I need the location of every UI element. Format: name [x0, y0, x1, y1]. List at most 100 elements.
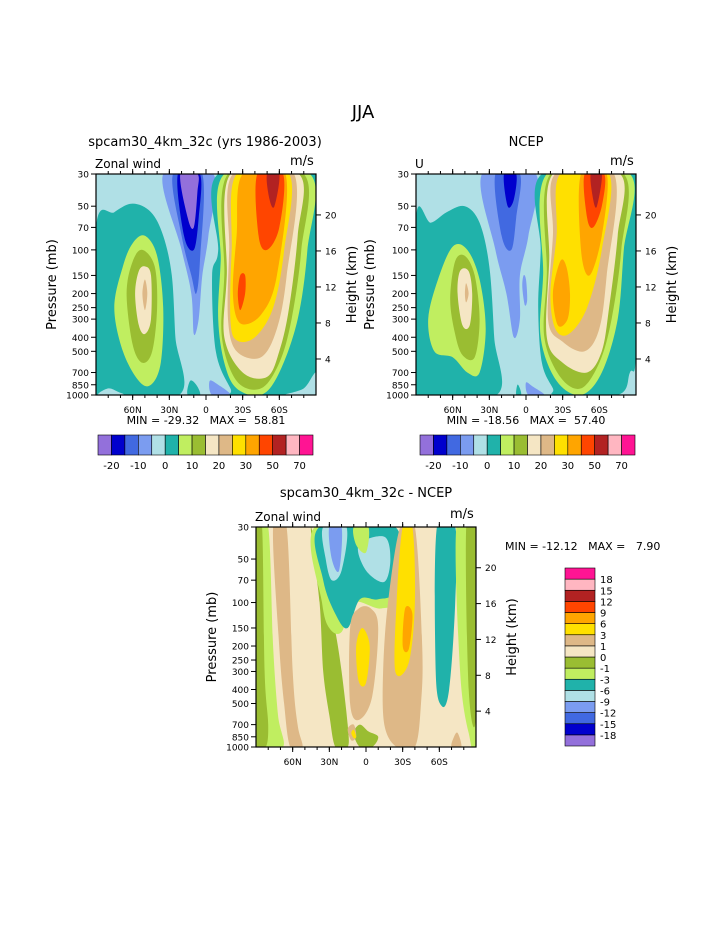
colorbar-box-15	[564, 567, 596, 580]
colorbar-label: -18	[600, 731, 616, 742]
colorbar-box-1	[564, 723, 596, 736]
colorbar-box-14	[564, 578, 596, 591]
contour-region-11	[356, 628, 370, 687]
pressure-tick-label: 700	[232, 721, 249, 731]
colorbar-box-7	[191, 434, 206, 456]
colorbar-label: -20	[103, 461, 119, 472]
pressure-tick-label: 400	[72, 334, 89, 344]
height-tick-label: 8	[645, 319, 651, 329]
colorbar-box-13	[564, 589, 596, 602]
contour-region-21	[451, 732, 462, 747]
pressure-tick-label: 70	[78, 224, 90, 234]
lat-tick-label: 60N	[284, 758, 302, 768]
colorbar-box-10	[564, 623, 596, 636]
colorbar-label: 10	[186, 461, 199, 472]
colorbar-label: -15	[600, 720, 616, 731]
colorbar-label: 6	[600, 620, 606, 631]
colorbar-label: -3	[600, 675, 610, 686]
lat-tick-label: 30N	[480, 406, 498, 416]
colorbar-box-0	[564, 734, 596, 747]
height-tick-label: 12	[645, 283, 656, 293]
pressure-tick-label: 150	[72, 272, 89, 282]
pressure-tick-label: 1000	[226, 744, 249, 754]
colorbar-box-11	[564, 612, 596, 624]
colorbar-label: -12	[600, 709, 616, 720]
height-tick-label: 20	[325, 211, 337, 221]
pressure-tick-label: 50	[398, 203, 410, 213]
height-tick-label: 4	[485, 708, 491, 718]
height-tick-label: 4	[645, 355, 651, 365]
lat-tick-label: 60S	[271, 406, 288, 416]
colorbar-label: -10	[452, 461, 468, 472]
pressure-tick-label: 100	[232, 599, 249, 609]
lat-tick-label: 0	[523, 406, 529, 416]
colorbar-box-15	[621, 434, 636, 456]
colorbar-box-11	[567, 434, 582, 456]
colorbar-label: 0	[484, 461, 490, 472]
height-tick-label: 4	[325, 355, 331, 365]
colorbar-label: 30	[561, 461, 574, 472]
contour-region-20	[237, 273, 246, 311]
colorbar-box-2	[446, 434, 461, 456]
y-axis-title: Pressure (mb)	[45, 239, 60, 330]
pressure-tick-label: 50	[78, 203, 90, 213]
pressure-tick-label: 200	[392, 290, 409, 300]
min-max-stats: MIN = -12.12 MAX = 7.90	[505, 540, 660, 553]
colorbar-label: 20	[535, 461, 548, 472]
colorbar-label: 18	[600, 575, 613, 586]
height-tick-label: 8	[325, 319, 331, 329]
panel-title: spcam30_4km_32c - NCEP	[280, 486, 452, 501]
colorbar-box-10	[554, 434, 569, 456]
pressure-tick-label: 500	[392, 348, 409, 358]
colorbar-label: -10	[130, 461, 146, 472]
contour-region-20	[465, 527, 476, 728]
contour-region-5	[516, 384, 522, 395]
colorbar-label: -1	[600, 664, 610, 675]
colorbar-box-1	[111, 434, 126, 456]
colorbar-label: 30	[239, 461, 252, 472]
colorbar-label: 1	[600, 642, 606, 653]
contour-region-9	[328, 527, 343, 572]
colorbar-box-5	[486, 434, 501, 456]
pressure-tick-label: 1000	[386, 392, 409, 402]
colorbar-box-2	[124, 434, 139, 456]
contour-region-1	[256, 527, 269, 747]
lat-tick-label: 60S	[431, 758, 448, 768]
left-string: Zonal wind	[255, 510, 321, 524]
colorbar-box-4	[564, 690, 596, 702]
height-tick-label: 20	[645, 211, 657, 221]
colorbar-label: -6	[600, 686, 610, 697]
colorbar-label: 3	[600, 631, 606, 642]
pressure-tick-label: 30	[238, 524, 250, 534]
lat-tick-label: 60N	[124, 406, 142, 416]
pressure-tick-label: 200	[72, 290, 89, 300]
contour-region-3	[457, 268, 473, 330]
colorbar-box-12	[580, 434, 595, 456]
contour-region-14	[402, 606, 413, 653]
colorbar-box-9	[540, 434, 555, 456]
contour-region-11	[209, 380, 231, 395]
colorbar-box-14	[607, 434, 622, 456]
pressure-tick-label: 250	[72, 304, 89, 314]
contour-region-17	[351, 729, 357, 739]
pressure-tick-label: 400	[392, 334, 409, 344]
colorbar-box-6	[564, 667, 596, 680]
lat-tick-label: 30N	[320, 758, 338, 768]
colorbar-label: 70	[615, 461, 628, 472]
height-tick-label: 16	[485, 600, 497, 610]
pressure-tick-label: 30	[398, 171, 410, 181]
figure-title: JJA	[351, 102, 375, 123]
contour-region-5	[142, 279, 148, 311]
colorbar-box-10	[232, 434, 247, 456]
colorbar-label: 10	[508, 461, 521, 472]
colorbar: -20 -10 0 10 20 30 50 70	[97, 434, 314, 472]
colorbar-box-12	[258, 434, 273, 456]
colorbar-box-0	[419, 434, 434, 456]
colorbar-label: 0	[162, 461, 168, 472]
y-axis-title: Pressure (mb)	[363, 239, 378, 330]
colorbar-box-0	[97, 434, 112, 456]
colorbar-box-14	[285, 434, 300, 456]
height-tick-label: 12	[325, 283, 336, 293]
